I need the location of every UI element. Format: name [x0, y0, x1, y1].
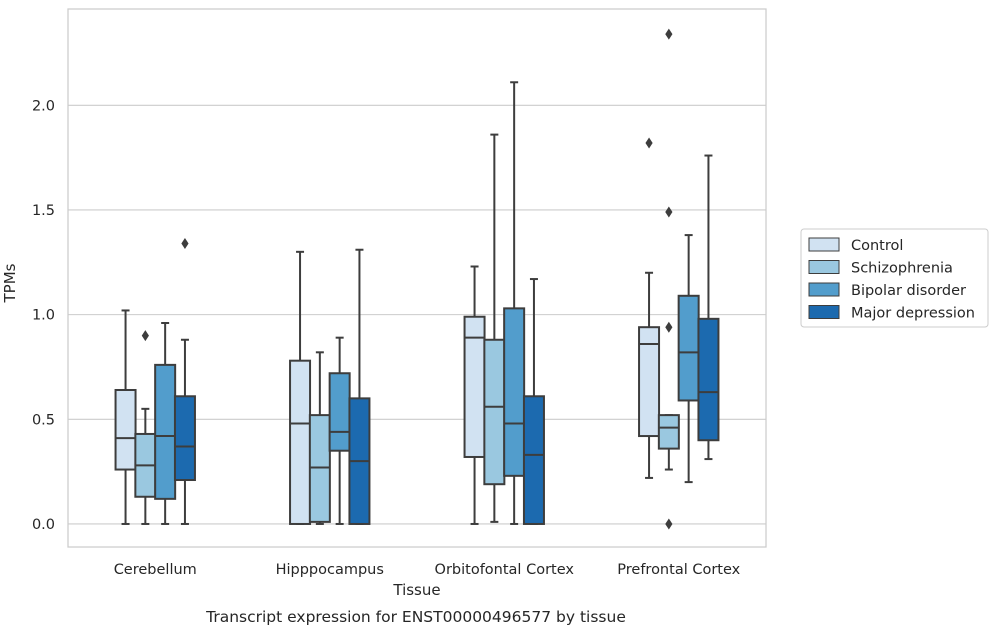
- legend-swatch: [808, 237, 840, 252]
- box-schizophrenia-cerebellum: [134, 330, 157, 525]
- outlier-point: [181, 237, 189, 249]
- outlier-point: [141, 330, 149, 342]
- iqr-box: [173, 395, 196, 482]
- box-major-depression-prefrontal-cortex: [697, 154, 720, 461]
- box-control-orbitofontal-cortex: [463, 265, 486, 525]
- legend-swatch: [808, 260, 840, 274]
- legend-label: Schizophrenia: [851, 261, 953, 277]
- iqr-box: [697, 317, 720, 442]
- plot-frame: [67, 8, 767, 548]
- iqr-box: [522, 395, 545, 525]
- box-control-prefrontal-cortex: [638, 137, 661, 479]
- box-major-depression-orbitofontal-cortex: [522, 278, 545, 525]
- outlier-point: [645, 137, 653, 149]
- iqr-box: [657, 414, 680, 450]
- legend-item-bipolar-disorder: Bipolar disorder: [808, 282, 966, 299]
- box-bipolar-disorder-prefrontal-cortex: [677, 234, 700, 484]
- chart-caption: Transcript expression for ENST0000049657…: [205, 608, 626, 626]
- y-tick-label: 2.0: [32, 98, 55, 114]
- outlier-point: [665, 518, 673, 530]
- iqr-box: [483, 338, 506, 486]
- iqr-box: [503, 307, 526, 477]
- y-tick-label: 1.5: [32, 203, 55, 219]
- outlier-point: [665, 206, 673, 218]
- iqr-box: [154, 363, 177, 500]
- box-schizophrenia-hipppocampus: [308, 351, 331, 525]
- iqr-box: [328, 372, 351, 452]
- iqr-box: [677, 294, 700, 402]
- box-control-cerebellum: [114, 309, 137, 525]
- box-series-group: [114, 28, 720, 530]
- legend-swatch: [808, 282, 840, 297]
- y-axis-label: TPMs: [1, 263, 19, 303]
- box-control-hipppocampus: [289, 250, 312, 525]
- y-tick-label: 0.5: [32, 412, 55, 428]
- y-tick-label: 1.0: [32, 308, 55, 324]
- legend-label: Bipolar disorder: [851, 283, 966, 299]
- x-tick-label-hipppocampus: Hipppocampus: [276, 562, 384, 578]
- box-schizophrenia-prefrontal-cortex: [657, 28, 680, 530]
- iqr-box: [638, 326, 661, 438]
- legend-item-schizophrenia: Schizophrenia: [808, 260, 953, 277]
- x-axis-ticks: Cerebellum Hipppocampus Orbitofontal Corte…: [114, 562, 741, 578]
- x-tick-label-prefrontal-cortex: Prefrontal Cortex: [617, 562, 740, 578]
- legend-frame: [800, 228, 989, 328]
- iqr-box: [308, 414, 331, 523]
- series-bipolar-disorder: [154, 81, 700, 525]
- legend-swatch: [808, 305, 840, 319]
- outlier-point: [665, 28, 673, 40]
- x-tick-label-orbitofontal-cortex: Orbitofontal Cortex: [435, 562, 575, 578]
- outlier-point: [665, 321, 673, 333]
- x-tick-label-cerebellum: Cerebellum: [114, 562, 197, 578]
- legend-item-control: Control: [808, 237, 903, 254]
- y-tick-label: 0.0: [32, 517, 55, 533]
- iqr-box: [114, 388, 137, 471]
- series-schizophrenia: [134, 28, 680, 530]
- box-major-depression-hipppocampus: [348, 248, 371, 525]
- series-major-depression: [173, 154, 720, 525]
- legend-label: Control: [851, 238, 903, 254]
- series-control: [114, 137, 661, 525]
- box-major-depression-cerebellum: [173, 237, 196, 525]
- legend: Control Schizophrenia Bipolar disorder Majo…: [800, 228, 989, 328]
- y-axis-ticks: 0.0 0.5 1.0 1.5 2.0: [32, 98, 55, 533]
- iqr-box: [289, 359, 312, 525]
- x-axis-label: Tissue: [392, 581, 440, 599]
- box-bipolar-disorder-orbitofontal-cortex: [503, 81, 526, 525]
- legend-item-major-depression: Major depression: [808, 305, 975, 322]
- legend-label: Major depression: [851, 306, 975, 322]
